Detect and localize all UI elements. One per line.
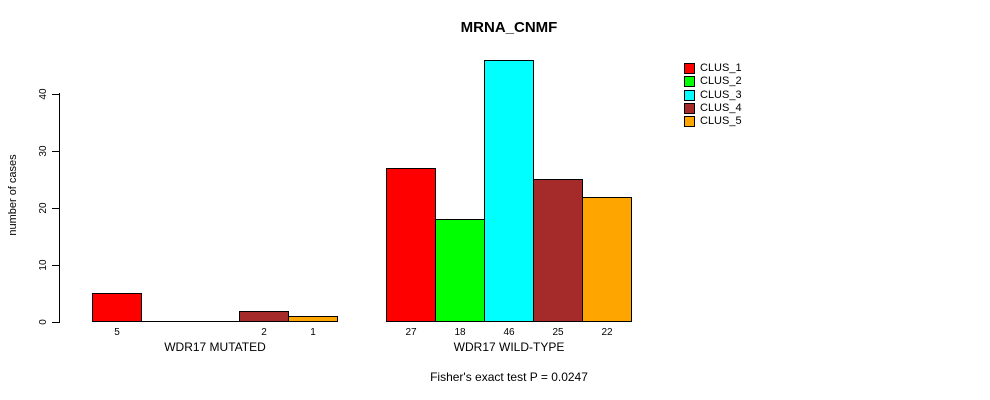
- bar-CLUS_4: [533, 179, 583, 322]
- y-axis-tick-label: 40: [38, 88, 49, 100]
- bar-CLUS_2: [435, 219, 485, 322]
- bar-CLUS_5: [582, 197, 632, 322]
- fisher-test-annotation: Fisher's exact test P = 0.0247: [430, 370, 588, 384]
- chart-title: MRNA_CNMF: [460, 19, 558, 36]
- y-axis-tick-label: 30: [38, 145, 49, 157]
- bar-value-label: 5: [114, 327, 120, 338]
- legend-label: CLUS_5: [700, 115, 742, 128]
- bar-CLUS_3: [484, 60, 534, 322]
- y-axis-tick: [52, 322, 60, 323]
- bar-value-label: 22: [601, 327, 613, 338]
- y-axis-label: number of cases: [7, 154, 19, 236]
- bar-CLUS_4: [239, 311, 289, 322]
- legend-swatch-CLUS_1: [684, 63, 695, 74]
- legend-item: CLUS_3: [684, 89, 742, 102]
- group-label: WDR17 WILD-TYPE: [453, 340, 565, 354]
- y-axis-tick: [52, 151, 60, 152]
- y-axis-tick: [52, 208, 60, 209]
- legend-item: CLUS_1: [684, 62, 742, 75]
- bar-value-label: 25: [552, 327, 564, 338]
- bar-CLUS_1: [386, 168, 436, 322]
- bar-CLUS_2: [141, 321, 191, 322]
- bar-value-label: 1: [310, 327, 316, 338]
- bar-CLUS_1: [92, 293, 142, 322]
- bar-CLUS_3: [190, 321, 240, 322]
- y-axis-tick: [52, 94, 60, 95]
- bar-value-label: 18: [454, 327, 466, 338]
- legend-swatch-CLUS_2: [684, 76, 695, 88]
- legend-item: CLUS_5: [684, 115, 742, 128]
- group-label: WDR17 MUTATED: [164, 340, 266, 354]
- legend-swatch-CLUS_3: [684, 89, 695, 101]
- legend-label: CLUS_2: [700, 75, 742, 88]
- legend-label: CLUS_1: [700, 62, 742, 74]
- legend: CLUS_1 CLUS_2 CLUS_3 CLUS_4 CLUS_5: [684, 62, 742, 128]
- legend-swatch-CLUS_5: [684, 116, 695, 128]
- bar-value-label: 2: [261, 327, 267, 338]
- legend-item: CLUS_2: [684, 75, 742, 88]
- bar-value-label: 27: [405, 327, 417, 338]
- legend-swatch-CLUS_4: [684, 102, 695, 114]
- legend-label: CLUS_3: [700, 88, 742, 101]
- y-axis-tick: [52, 265, 60, 266]
- y-axis-tick-label: 10: [38, 259, 49, 271]
- bar-value-label: 46: [503, 327, 515, 338]
- legend-label: CLUS_4: [700, 101, 742, 114]
- bar-CLUS_5: [288, 316, 338, 322]
- legend-item: CLUS_4: [684, 102, 742, 115]
- y-axis-tick-label: 0: [38, 319, 49, 325]
- y-axis-tick-label: 20: [38, 202, 49, 214]
